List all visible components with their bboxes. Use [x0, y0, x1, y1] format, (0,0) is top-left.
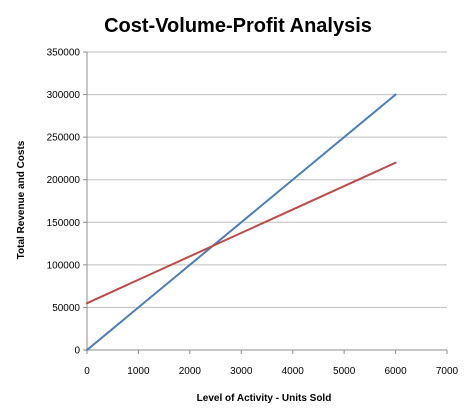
y-tick-label: 150000	[47, 218, 81, 229]
y-tick-label: 300000	[47, 90, 81, 101]
y-tick-label: 350000	[47, 48, 81, 59]
x-tick-label: 4000	[282, 366, 305, 377]
y-tick-label: 250000	[47, 133, 81, 144]
y-tick-label: 50000	[52, 303, 80, 314]
x-axis-label: Level of Activity - Units Sold	[197, 393, 332, 404]
x-tick-label: 6000	[384, 366, 407, 377]
x-tick-label: 2000	[179, 366, 202, 377]
series-lines	[86, 93, 397, 351]
y-tick-label: 200000	[47, 175, 81, 186]
y-tick-label: 100000	[47, 260, 81, 271]
x-tick-label: 5000	[333, 366, 356, 377]
x-tick-label: 3000	[230, 366, 253, 377]
gridlines	[87, 51, 447, 308]
x-tick-label: 0	[84, 366, 90, 377]
axes: 0500001000001500002000002500003000003500…	[47, 48, 459, 378]
y-tick-label: 0	[74, 346, 80, 357]
x-tick-label: 7000	[436, 366, 459, 377]
x-tick-label: 1000	[127, 366, 150, 377]
series-line-1	[86, 93, 397, 351]
series-line-2	[86, 161, 397, 305]
y-axis-label: Total Revenue and Costs	[16, 140, 27, 259]
chart-title: Cost-Volume-Profit Analysis	[104, 15, 372, 37]
